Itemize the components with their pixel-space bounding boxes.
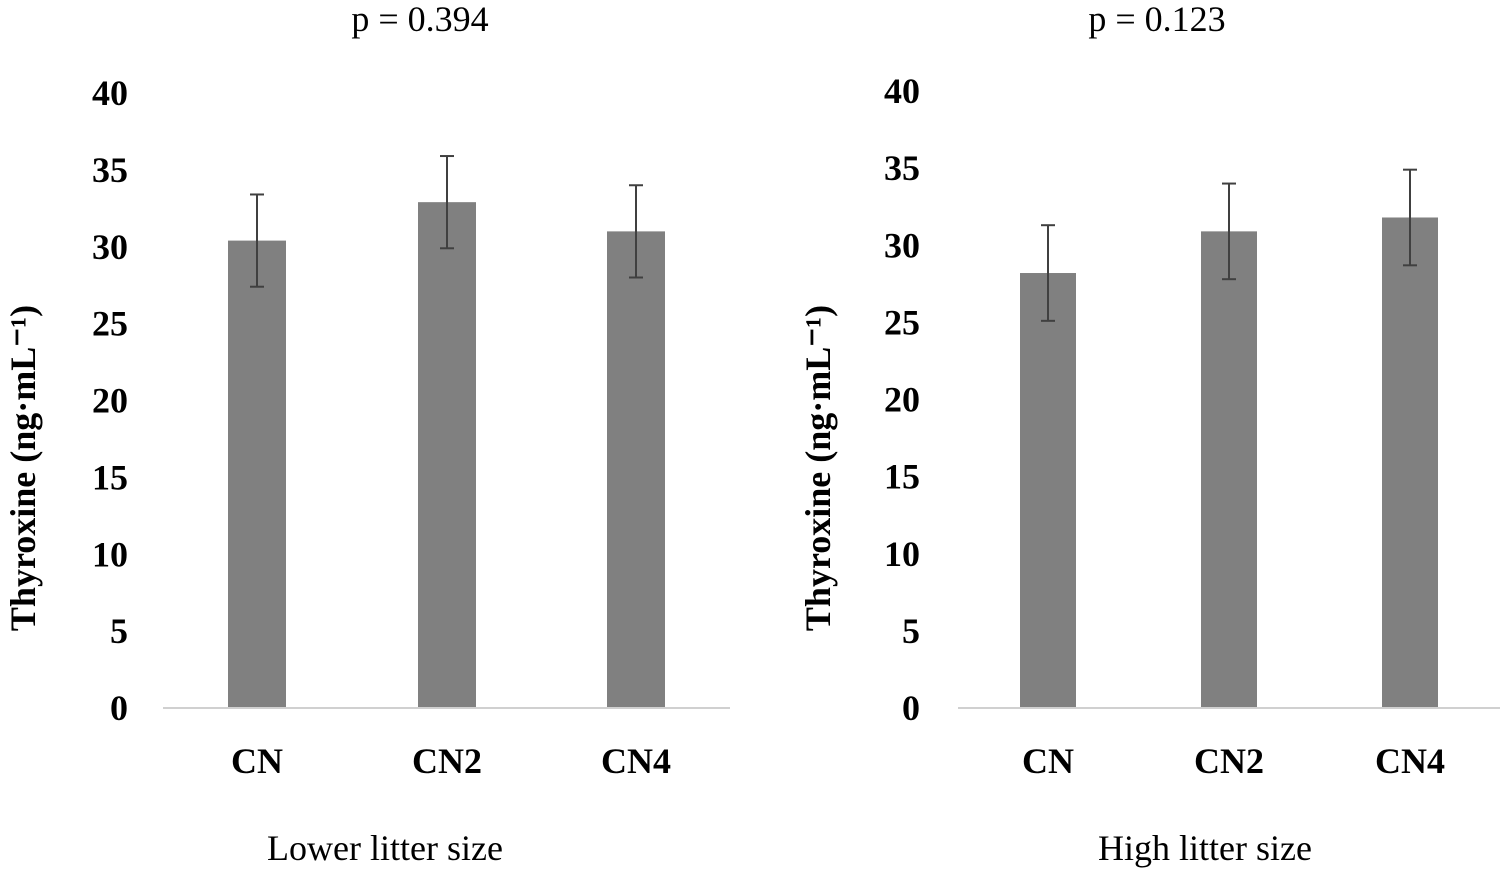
y-tick-label: 30 [92, 227, 128, 267]
x-axis-label: High litter size [1098, 828, 1312, 868]
error-bar-cn2 [1222, 182, 1236, 281]
y-tick-label: 40 [92, 73, 128, 113]
y-tick-label: 20 [92, 381, 128, 421]
error-bar-cn4 [1403, 168, 1417, 267]
bar-cn2 [1201, 231, 1257, 708]
y-tick-label: 0 [110, 688, 128, 728]
y-tick-label: 5 [110, 611, 128, 651]
x-category-label: CN [231, 741, 283, 781]
y-tick-label: 0 [902, 688, 920, 728]
error-bar-cn [1041, 224, 1055, 322]
y-tick-label: 35 [92, 150, 128, 190]
bar-cn [228, 240, 286, 708]
y-tick-label: 25 [92, 304, 128, 344]
chart-title: p = 0.394 [351, 0, 488, 39]
x-category-label: CN2 [1194, 741, 1264, 781]
x-category-label: CN4 [1375, 741, 1445, 781]
y-tick-label: 10 [92, 534, 128, 574]
error-bar-cn [250, 193, 264, 288]
x-category-label: CN4 [601, 741, 671, 781]
y-tick-label: 5 [902, 611, 920, 651]
y-tick-label: 25 [884, 302, 920, 342]
y-tick-label: 15 [92, 457, 128, 497]
bar-cn2 [418, 202, 476, 708]
x-category-label: CN2 [412, 741, 482, 781]
y-tick-label: 30 [884, 225, 920, 265]
y-tick-label: 20 [884, 380, 920, 420]
bar-cn [1020, 273, 1076, 708]
y-tick-label: 35 [884, 148, 920, 188]
y-tick-label: 10 [884, 534, 920, 574]
chart-panel-lower-litter-size: p = 0.394 Thyroxine (ng·mL⁻¹) Lower litt… [3, 0, 730, 868]
error-bar-cn2 [440, 155, 454, 250]
y-axis-label: Thyroxine (ng·mL⁻¹) [3, 305, 43, 631]
x-category-label: CN [1022, 741, 1074, 781]
chart-title: p = 0.123 [1088, 0, 1225, 39]
y-axis-label: Thyroxine (ng·mL⁻¹) [798, 305, 838, 631]
x-axis-label: Lower litter size [267, 828, 503, 868]
bar-cn4 [607, 231, 665, 708]
chart-panel-high-litter-size: p = 0.123 Thyroxine (ng·mL⁻¹) High litte… [798, 0, 1500, 868]
y-tick-label: 15 [884, 457, 920, 497]
y-tick-label: 40 [884, 71, 920, 111]
bar-cn4 [1382, 217, 1438, 709]
error-bar-cn4 [629, 184, 643, 279]
